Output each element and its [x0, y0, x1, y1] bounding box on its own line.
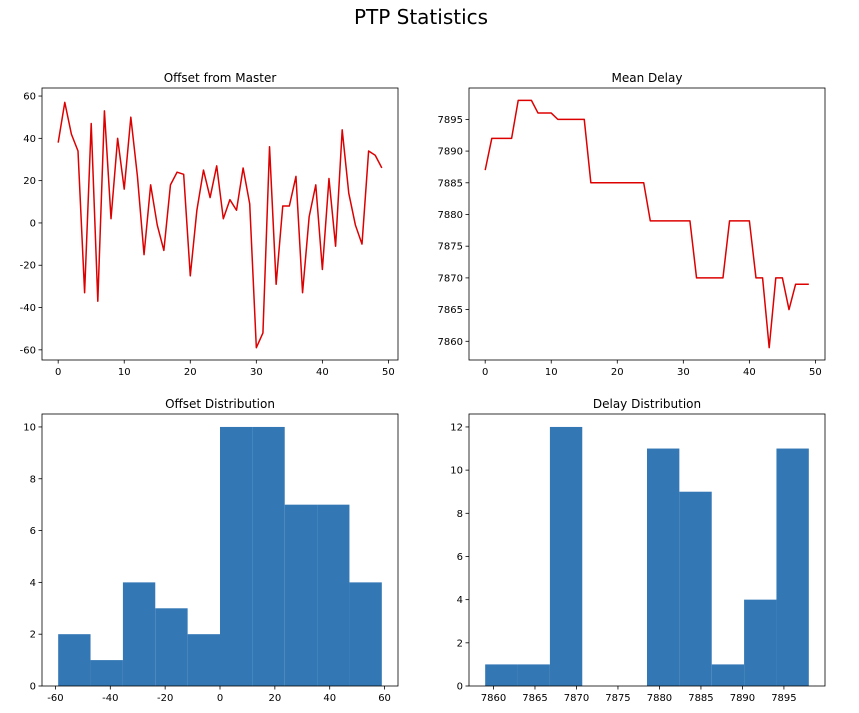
- chart-delay-distribution: Delay Distribution 7860 7865 7870 7875 7880 78…: [450, 397, 826, 704]
- offset-from-master-x-tick-label: 50: [382, 367, 395, 378]
- offset-distribution-y-tick-label: 4: [30, 578, 36, 589]
- chart-offset-distribution: Offset Distribution -60 -40 -20 0 20 40 60 0 2 4 6 8…: [23, 397, 399, 704]
- offset-from-master-y-tick-label: 0: [30, 218, 36, 229]
- mean-delay-y-tick-label: 7890: [438, 147, 463, 158]
- offset-distribution-bar: [155, 608, 188, 686]
- delay-distribution-bar: [485, 664, 518, 686]
- offset-from-master-x-tick-label: 30: [250, 367, 263, 378]
- offset-distribution-bar: [220, 426, 253, 686]
- offset-from-master-x-tick-label: 40: [316, 367, 329, 378]
- delay-distribution-y-tick-label: 0: [457, 682, 463, 693]
- figure-title: PTP Statistics: [353, 5, 489, 29]
- offset-distribution-bar: [187, 634, 220, 686]
- offset-distribution-y-tick-label: 10: [23, 422, 36, 433]
- offset-distribution-x-tick-label: 60: [378, 693, 391, 704]
- mean-delay-x-tick-label: 0: [482, 367, 488, 378]
- offset-distribution-bar: [58, 634, 91, 686]
- offset-distribution-bar: [349, 582, 382, 686]
- offset-distribution-bar: [284, 504, 318, 686]
- delay-distribution-x-tick-label: 7870: [564, 693, 589, 704]
- offset-distribution-title: Offset Distribution: [165, 397, 275, 411]
- delay-distribution-x-tick-label: 7895: [771, 693, 796, 704]
- delay-distribution-y-tick-label: 10: [450, 466, 463, 477]
- delay-distribution-bar: [744, 599, 777, 686]
- delay-distribution-x-tick-label: 7890: [730, 693, 755, 704]
- offset-from-master-x-tick-label: 0: [55, 367, 61, 378]
- mean-delay-x-tick-label: 10: [545, 367, 558, 378]
- delay-distribution-bar: [711, 664, 745, 686]
- delay-distribution-bar: [776, 448, 809, 686]
- offset-distribution-x-tick-label: 0: [217, 693, 223, 704]
- delay-distribution-bar: [549, 426, 583, 686]
- offset-distribution-bar: [252, 426, 285, 686]
- offset-distribution-x-tick-label: -60: [47, 693, 63, 704]
- offset-from-master-y-tick-label: 60: [23, 92, 36, 103]
- delay-distribution-bar: [517, 664, 550, 686]
- delay-distribution-axes-frame: [468, 413, 826, 687]
- offset-distribution-x-tick-label: 40: [323, 693, 336, 704]
- offset-from-master-x-tick-label: 10: [118, 367, 131, 378]
- offset-from-master-title: Offset from Master: [164, 71, 277, 85]
- offset-distribution-y-tick-label: 8: [30, 474, 36, 485]
- delay-distribution-x-tick-label: 7875: [605, 693, 630, 704]
- mean-delay-title: Mean Delay: [612, 71, 683, 85]
- delay-distribution-y-tick-label: 12: [450, 422, 463, 433]
- delay-distribution-y-tick-label: 2: [457, 638, 463, 649]
- mean-delay-y-tick-label: 7895: [438, 115, 463, 126]
- offset-from-master-y-tick-label: -60: [20, 345, 36, 356]
- delay-distribution-y-tick-label: 6: [457, 552, 463, 563]
- delay-distribution-x-tick-label: 7880: [647, 693, 672, 704]
- mean-delay-x-tick-label: 50: [809, 367, 822, 378]
- offset-from-master-y-tick-label: -40: [20, 303, 36, 314]
- offset-distribution-x-tick-label: 20: [268, 693, 281, 704]
- offset-from-master-y-tick-label: 20: [23, 176, 36, 187]
- offset-from-master-x-tick-label: 20: [184, 367, 197, 378]
- offset-distribution-x-tick-label: -20: [157, 693, 173, 704]
- delay-distribution-y-tick-label: 4: [457, 595, 463, 606]
- offset-distribution-y-tick-label: 0: [30, 682, 36, 693]
- delay-distribution-bar: [679, 491, 712, 686]
- offset-from-master-y-tick-label: -20: [20, 261, 36, 272]
- offset-distribution-bar: [317, 504, 350, 686]
- mean-delay-series-line: [484, 99, 809, 349]
- delay-distribution-bar: [647, 448, 680, 686]
- chart-offset-from-master: Offset from Master 0 10 20 30 40 50 -60 -40 -20 0 2…: [20, 71, 399, 378]
- mean-delay-y-tick-label: 7860: [438, 337, 463, 348]
- delay-distribution-x-tick-label: 7860: [481, 693, 506, 704]
- offset-distribution-y-tick-label: 6: [30, 526, 36, 537]
- offset-from-master-axes-frame: [41, 87, 399, 361]
- mean-delay-y-tick-label: 7885: [438, 178, 463, 189]
- offset-distribution-x-tick-label: -40: [102, 693, 118, 704]
- mean-delay-y-tick-label: 7870: [438, 273, 463, 284]
- delay-distribution-y-tick-label: 8: [457, 509, 463, 520]
- offset-distribution-y-tick-label: 2: [30, 630, 36, 641]
- chart-mean-delay: Mean Delay 0 10 20 30 40 50 7860 7865 7870 7875 788…: [438, 71, 826, 378]
- offset-distribution-bar: [122, 582, 156, 686]
- offset-from-master-series-line: [57, 101, 383, 349]
- mean-delay-axes-frame: [468, 87, 826, 361]
- mean-delay-x-tick-label: 20: [611, 367, 624, 378]
- delay-distribution-x-tick-label: 7865: [522, 693, 547, 704]
- mean-delay-y-tick-label: 7865: [438, 305, 463, 316]
- offset-from-master-y-tick-label: 40: [23, 134, 36, 145]
- delay-distribution-title: Delay Distribution: [593, 397, 701, 411]
- offset-distribution-bar: [90, 660, 123, 686]
- mean-delay-x-tick-label: 40: [743, 367, 756, 378]
- mean-delay-y-tick-label: 7875: [438, 242, 463, 253]
- delay-distribution-x-tick-label: 7885: [688, 693, 713, 704]
- mean-delay-y-tick-label: 7880: [438, 210, 463, 221]
- mean-delay-x-tick-label: 30: [677, 367, 690, 378]
